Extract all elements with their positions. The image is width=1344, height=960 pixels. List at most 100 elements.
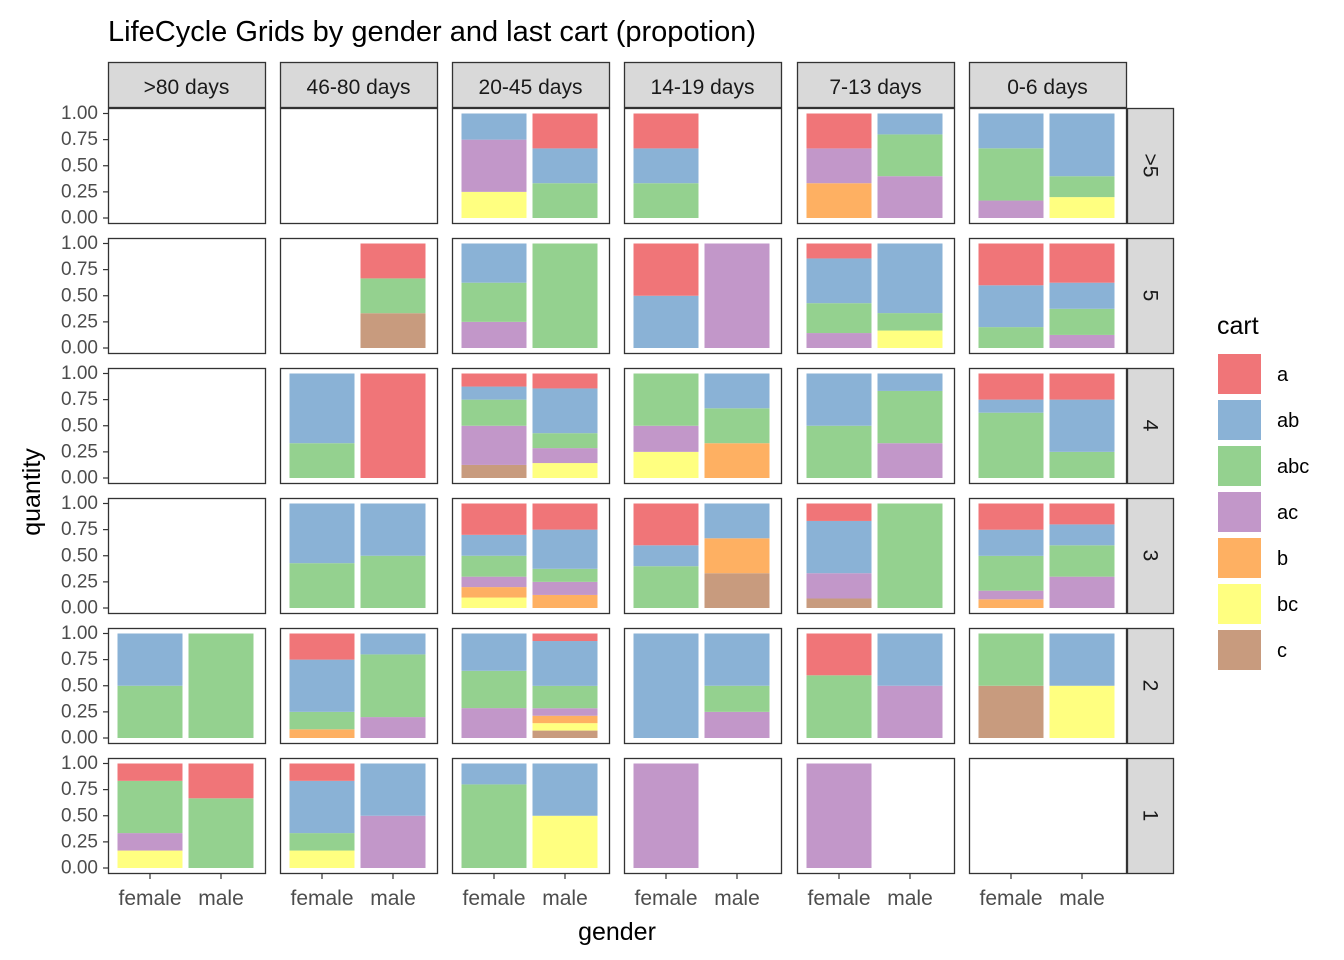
bar-segment: [532, 641, 598, 686]
bar-segment: [117, 763, 183, 781]
bar-segment: [532, 503, 598, 530]
legend-swatch: [1218, 630, 1261, 670]
y-tick-label: 0.25: [61, 311, 98, 332]
bar-segment: [877, 633, 943, 686]
bar-segment: [289, 373, 355, 444]
column-strip: [623, 61, 783, 109]
x-tick-label: male: [542, 887, 588, 910]
bar-segment: [978, 555, 1044, 591]
bar-segment: [289, 659, 355, 712]
bar-segment: [461, 555, 527, 577]
column-strip: [107, 61, 267, 109]
panel-border: [279, 627, 439, 745]
bar-segment: [633, 425, 699, 452]
y-tick-label: 0.00: [61, 208, 98, 229]
bar-segment: [877, 134, 943, 177]
y-tick-label: 1.00: [61, 623, 98, 644]
bar-segment: [532, 148, 598, 184]
bar-segment: [978, 529, 1044, 556]
bar-segment: [360, 815, 426, 868]
y-tick-label: 0.50: [61, 805, 98, 826]
panel-border: [968, 107, 1128, 225]
bar-segment: [633, 373, 699, 426]
x-axis-ticks: female male female male female male female male…: [118, 874, 1105, 910]
column-strips: >80 days 46-80 days 20-45 days 14-19 days 7-…: [107, 61, 1128, 109]
y-tick-label: 0.75: [61, 779, 98, 800]
y-tick-label: 0.25: [61, 831, 98, 852]
column-strip: [279, 61, 439, 109]
panel-border: [451, 107, 611, 225]
bar-segment: [461, 464, 527, 478]
y-tick-label: 1.00: [61, 103, 98, 124]
bar-segment: [461, 399, 527, 426]
bar-segment: [978, 327, 1044, 348]
bar-segment: [360, 654, 426, 718]
bar-segment: [461, 670, 527, 709]
x-tick-label: female: [290, 887, 353, 910]
bar-segment: [633, 295, 699, 348]
bar-segment: [532, 529, 598, 569]
bar-segment: [633, 113, 699, 149]
bar-segment: [877, 443, 943, 478]
row-strips: >5 5 4 3 2 1: [1126, 107, 1175, 875]
y-tick-label: 0.25: [61, 441, 98, 462]
bar-segment: [360, 633, 426, 655]
bar-segment: [704, 711, 770, 738]
bar-segment: [532, 388, 598, 434]
bar-segment: [978, 399, 1044, 413]
bar-segment: [978, 373, 1044, 400]
x-tick-label: female: [118, 887, 181, 910]
panel-border: [968, 497, 1128, 615]
bar-segment: [360, 717, 426, 738]
column-strip: [796, 61, 956, 109]
column-strip-label: 46-80 days: [307, 76, 411, 99]
bar-segment: [877, 503, 943, 608]
y-tick-label: 0.50: [61, 415, 98, 436]
bar-segment: [532, 463, 598, 478]
panel-border: [451, 237, 611, 355]
bar-segment: [978, 243, 1044, 286]
panel-border: [279, 757, 439, 875]
bar-segment: [461, 587, 527, 598]
bar-segment: [1049, 113, 1115, 177]
panel-border: [107, 237, 267, 355]
row-strip: [1126, 627, 1175, 745]
column-strip-label: 20-45 days: [479, 76, 583, 99]
bar-segment: [633, 633, 699, 738]
bar-segment: [806, 425, 872, 478]
y-tick-label: 0.00: [61, 338, 98, 359]
bar-segment: [806, 373, 872, 426]
legend-title: cart: [1217, 312, 1259, 340]
bar-segment: [532, 633, 598, 642]
bar-segment: [806, 503, 872, 521]
panel-background: [108, 238, 266, 354]
bar-segment: [978, 599, 1044, 608]
bar-segment: [978, 590, 1044, 600]
panel-border: [279, 107, 439, 225]
bar-segment: [806, 598, 872, 608]
bar-segment: [704, 685, 770, 712]
bar-segment: [978, 200, 1044, 218]
legend-label: ac: [1277, 502, 1298, 524]
bar-segment: [1049, 503, 1115, 525]
y-tick-label: 1.00: [61, 493, 98, 514]
bar-segment: [877, 685, 943, 738]
x-tick-label: male: [370, 887, 416, 910]
bar-segment: [1049, 308, 1115, 335]
bar-segment: [117, 685, 183, 738]
bar-segment: [461, 191, 527, 218]
bar-segment: [978, 412, 1044, 478]
row-strip: [1126, 107, 1175, 225]
bar-segment: [1049, 399, 1115, 452]
y-axis-label: quantity: [18, 448, 46, 536]
bar-segment: [188, 763, 254, 799]
row-strip-label: >5: [1139, 154, 1162, 178]
bar-segment: [877, 373, 943, 391]
bar-segment: [117, 850, 183, 868]
bar-segment: [532, 243, 598, 348]
bar-segment: [633, 763, 699, 868]
bar-segment: [633, 451, 699, 478]
bar-segment: [117, 780, 183, 834]
bar-segment: [806, 303, 872, 334]
